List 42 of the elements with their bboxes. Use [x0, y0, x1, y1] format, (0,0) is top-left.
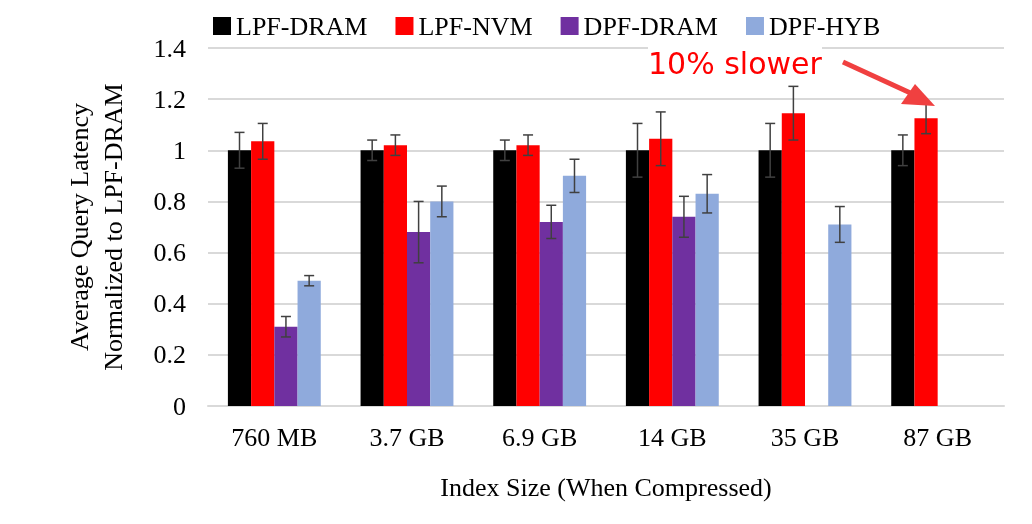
bar [695, 193, 719, 406]
bar [914, 118, 938, 406]
bar [672, 216, 696, 406]
x-tick-label: 3.7 GB [369, 422, 445, 452]
y-tick-label: 0.6 [153, 238, 186, 268]
bar [274, 326, 298, 406]
x-tick-label: 87 GB [903, 422, 972, 452]
x-axis-title: Index Size (When Compressed) [440, 472, 772, 502]
x-tick-label: 35 GB [770, 422, 840, 452]
x-tick-label: 760 MB [231, 422, 318, 452]
y-tick-label: 1.2 [153, 84, 186, 114]
bar [649, 138, 673, 406]
bar [625, 150, 650, 406]
y-tick-label: 0.4 [153, 289, 186, 319]
bar [781, 113, 805, 406]
y-tick-label: 0 [173, 391, 186, 421]
y-tick-label: 1 [173, 135, 186, 165]
bar [407, 232, 431, 406]
legend-label: DPF-DRAM [583, 11, 718, 41]
bar [297, 280, 321, 406]
bar [430, 201, 454, 406]
bar [539, 221, 563, 406]
bar [828, 224, 852, 406]
bar [516, 145, 540, 406]
y-tick-label: 0.8 [153, 186, 186, 216]
bar [383, 145, 407, 406]
bar [251, 141, 275, 406]
bar [758, 150, 782, 406]
bar [360, 150, 384, 406]
bar [227, 150, 252, 406]
x-tick-label: 6.9 GB [502, 422, 578, 452]
bar [493, 150, 517, 406]
bar [891, 150, 915, 406]
legend-label: LPF-DRAM [236, 11, 368, 41]
annotation: 10% slower [648, 46, 822, 81]
legend-label: DPF-HYB [768, 11, 881, 41]
y-tick-label: 1.4 [153, 33, 186, 63]
bar [562, 175, 587, 406]
x-tick-label: 14 GB [638, 422, 707, 452]
y-axis-title: Average Query Latency Normalized to LPF-DRAM [64, 83, 128, 371]
legend-label: LPF-NVM [418, 11, 533, 41]
y-tick-label: 0.2 [153, 340, 186, 370]
